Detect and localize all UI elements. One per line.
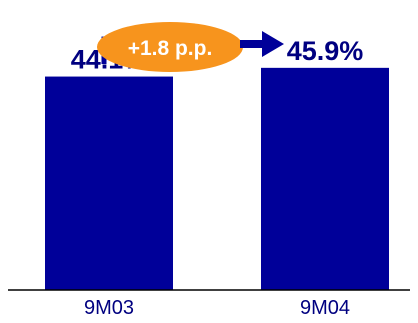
change-annotation-label: +1.8 p.p. (128, 37, 213, 60)
bar-9M03 (45, 76, 173, 290)
value-label-9M04: 45.9% (287, 36, 364, 66)
arrow-right-icon (240, 31, 284, 57)
change-bubble (97, 22, 243, 72)
category-label-9M04: 9M04 (300, 297, 350, 319)
category-label-9M03: 9M03 (84, 297, 134, 319)
bars-layer (45, 67, 389, 291)
bar-9M04 (261, 67, 389, 291)
change-annotation: +1.8 p.p. (97, 22, 284, 72)
